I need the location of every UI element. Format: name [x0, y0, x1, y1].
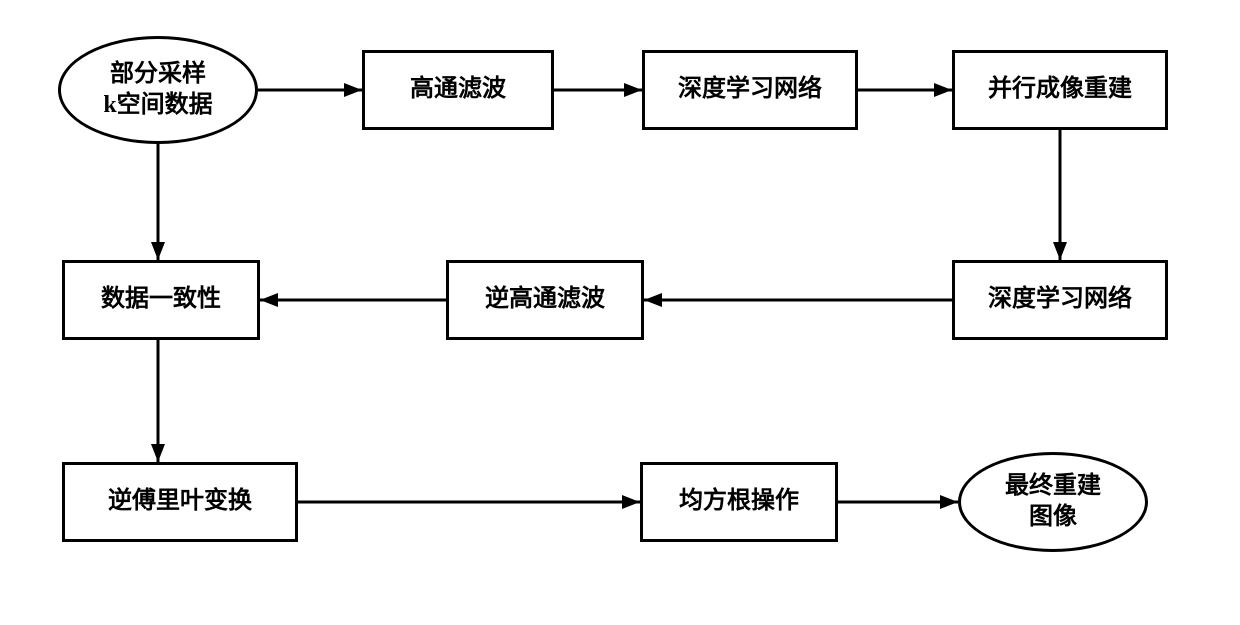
node-label: 逆高通滤波 [485, 284, 605, 315]
node-label: 数据一致性 [101, 284, 221, 315]
node-n5: 逆高通滤波 [446, 260, 644, 340]
edge-arrowhead [151, 444, 165, 462]
edge-arrowhead [624, 83, 642, 97]
node-label: 深度学习网络 [678, 74, 822, 105]
node-label: 均方根操作 [679, 486, 799, 517]
node-label: 高通滤波 [410, 74, 506, 105]
node-n3: 并行成像重建 [952, 50, 1168, 130]
edge-arrowhead [644, 293, 662, 307]
node-label: 深度学习网络 [988, 284, 1132, 315]
node-n1: 高通滤波 [362, 50, 554, 130]
node-n2: 深度学习网络 [642, 50, 858, 130]
edge-arrowhead [934, 83, 952, 97]
node-n9: 最终重建图像 [958, 452, 1148, 552]
node-label: 部分采样k空间数据 [103, 59, 212, 121]
node-n8: 均方根操作 [640, 462, 838, 542]
edge-arrowhead [1053, 242, 1067, 260]
node-label: 最终重建图像 [1005, 471, 1101, 533]
edge-arrowhead [940, 495, 958, 509]
edge-arrowhead [151, 242, 165, 260]
node-label: 并行成像重建 [988, 74, 1132, 105]
node-n6: 数据一致性 [62, 260, 260, 340]
node-n4: 深度学习网络 [952, 260, 1168, 340]
node-n0: 部分采样k空间数据 [58, 36, 258, 144]
edge-arrowhead [260, 293, 278, 307]
edge-arrowhead [344, 83, 362, 97]
edge-arrowhead [622, 495, 640, 509]
node-n7: 逆傅里叶变换 [62, 462, 298, 542]
node-label: 逆傅里叶变换 [108, 486, 252, 517]
